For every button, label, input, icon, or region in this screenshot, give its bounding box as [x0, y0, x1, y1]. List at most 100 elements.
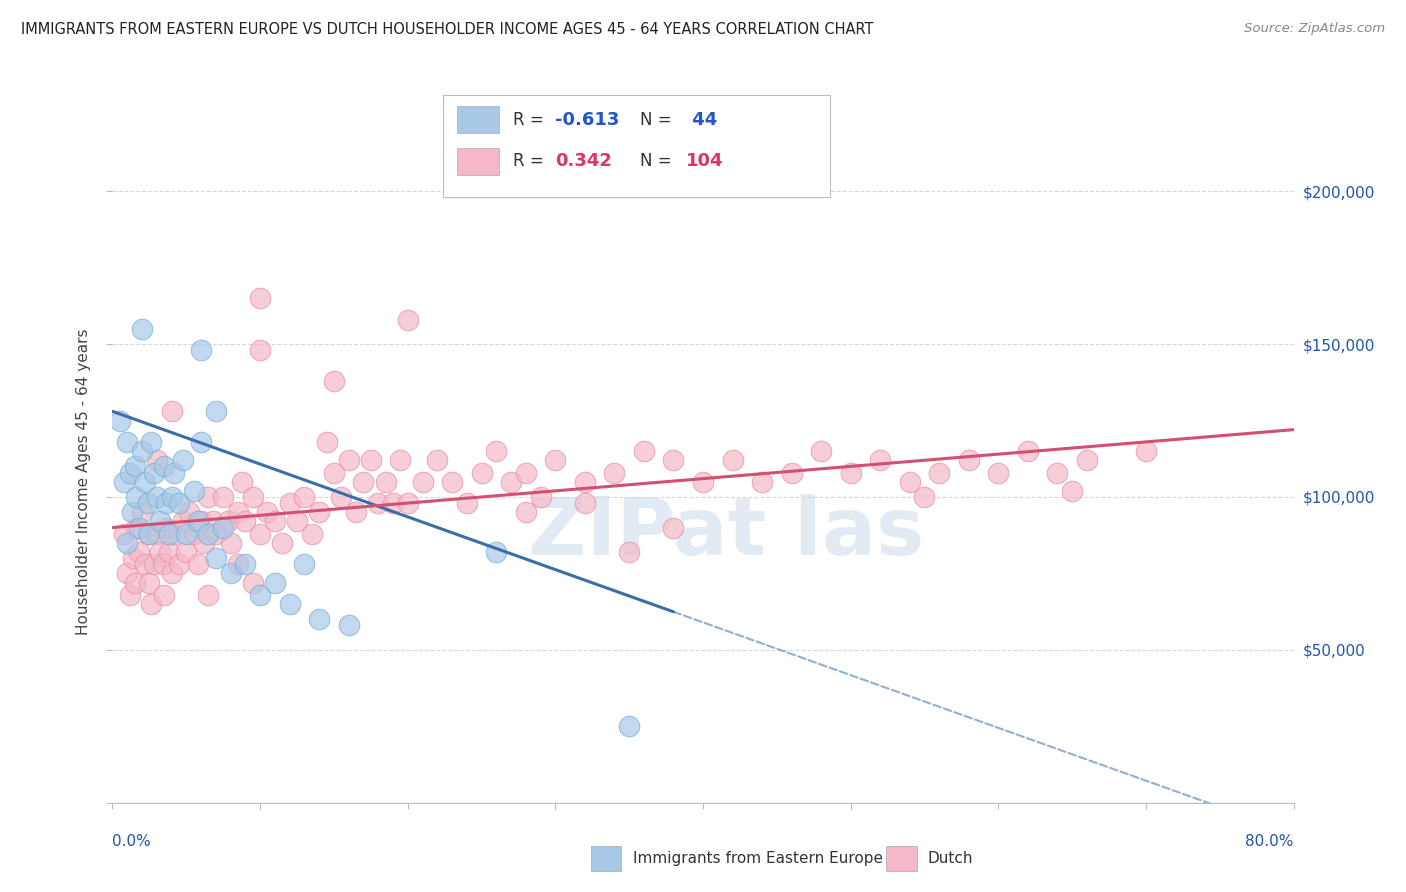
Point — [155, 496, 177, 510]
Point — [603, 466, 626, 480]
Point — [187, 515, 209, 529]
Point — [780, 466, 803, 480]
Point — [721, 453, 744, 467]
Point — [131, 322, 153, 336]
Point — [219, 536, 242, 550]
Point — [633, 444, 655, 458]
Point — [501, 475, 523, 489]
Point — [219, 566, 242, 581]
Text: 80.0%: 80.0% — [1246, 834, 1294, 849]
Point — [662, 453, 685, 467]
Point — [205, 526, 228, 541]
Point — [183, 483, 205, 498]
Point — [112, 475, 135, 489]
Text: -0.613: -0.613 — [555, 111, 620, 128]
Point — [337, 453, 360, 467]
Point — [264, 515, 287, 529]
Text: Source: ZipAtlas.com: Source: ZipAtlas.com — [1244, 22, 1385, 36]
Text: ZIPat las: ZIPat las — [529, 494, 925, 572]
Point — [249, 526, 271, 541]
Point — [121, 505, 143, 519]
Point — [1135, 444, 1157, 458]
Point — [149, 545, 172, 559]
Point — [146, 526, 169, 541]
Point — [1062, 483, 1084, 498]
Point — [233, 558, 256, 572]
Point — [179, 505, 201, 519]
Point — [869, 453, 891, 467]
Point — [226, 505, 249, 519]
Point — [174, 545, 197, 559]
Point — [146, 453, 169, 467]
Point — [411, 475, 433, 489]
Point — [456, 496, 478, 510]
Point — [128, 520, 150, 534]
Point — [172, 453, 194, 467]
Point — [125, 520, 148, 534]
Point — [157, 545, 180, 559]
Point — [190, 515, 212, 529]
Point — [1076, 453, 1098, 467]
Point — [256, 505, 278, 519]
Point — [117, 566, 138, 581]
Point — [515, 505, 537, 519]
Point — [330, 490, 353, 504]
Point — [142, 466, 165, 480]
Y-axis label: Householder Income Ages 45 - 64 years: Householder Income Ages 45 - 64 years — [76, 328, 91, 635]
Point — [315, 434, 337, 449]
Point — [108, 413, 131, 427]
Point — [152, 558, 174, 572]
Point — [153, 459, 176, 474]
Point — [205, 404, 228, 418]
Point — [139, 434, 162, 449]
Point — [138, 575, 160, 590]
Point — [285, 515, 308, 529]
Point — [662, 520, 685, 534]
Point — [205, 551, 228, 566]
Point — [574, 496, 596, 510]
Point — [396, 312, 419, 326]
Point — [271, 536, 294, 550]
Point — [249, 291, 271, 305]
Point — [544, 453, 567, 467]
Point — [167, 496, 190, 510]
Text: R =: R = — [513, 153, 554, 170]
Point — [226, 558, 249, 572]
Point — [153, 588, 176, 602]
Point — [751, 475, 773, 489]
Point — [308, 612, 330, 626]
Text: 104: 104 — [686, 153, 724, 170]
Point — [337, 618, 360, 632]
Point — [389, 453, 412, 467]
Text: IMMIGRANTS FROM EASTERN EUROPE VS DUTCH HOUSEHOLDER INCOME AGES 45 - 64 YEARS CO: IMMIGRANTS FROM EASTERN EUROPE VS DUTCH … — [21, 22, 873, 37]
Point — [278, 496, 301, 510]
Point — [249, 343, 271, 358]
Point — [190, 434, 212, 449]
Point — [131, 444, 153, 458]
Point — [264, 575, 287, 590]
Point — [233, 515, 256, 529]
Point — [124, 459, 146, 474]
Point — [117, 434, 138, 449]
Point — [212, 520, 235, 534]
Text: Immigrants from Eastern Europe: Immigrants from Eastern Europe — [633, 851, 883, 865]
Point — [360, 453, 382, 467]
Point — [242, 490, 264, 504]
Point — [183, 526, 205, 541]
Point — [810, 444, 832, 458]
Point — [193, 536, 215, 550]
Point — [125, 490, 148, 504]
Text: Dutch: Dutch — [928, 851, 973, 865]
Point — [249, 588, 271, 602]
Point — [441, 475, 464, 489]
Point — [374, 475, 396, 489]
Point — [1017, 444, 1039, 458]
Point — [122, 551, 145, 566]
Point — [160, 490, 183, 504]
Point — [172, 515, 194, 529]
Text: N =: N = — [640, 153, 676, 170]
Point — [292, 558, 315, 572]
Point — [136, 496, 159, 510]
Point — [197, 490, 219, 504]
Point — [323, 466, 346, 480]
